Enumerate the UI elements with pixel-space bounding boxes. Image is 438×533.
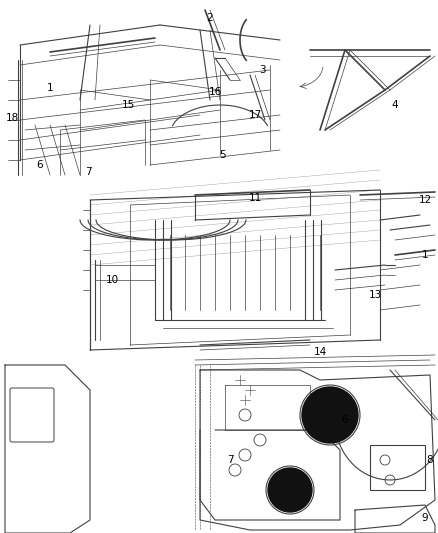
Text: 6: 6 — [37, 160, 43, 170]
Circle shape — [302, 387, 358, 443]
Text: 2: 2 — [207, 13, 213, 23]
Text: 8: 8 — [427, 455, 433, 465]
Text: 6: 6 — [342, 415, 348, 425]
Text: 1: 1 — [422, 250, 428, 260]
Text: 18: 18 — [5, 113, 19, 123]
Text: 1: 1 — [47, 83, 53, 93]
Text: 15: 15 — [121, 100, 134, 110]
Text: 12: 12 — [418, 195, 431, 205]
Text: 14: 14 — [313, 347, 327, 357]
Text: 3: 3 — [259, 65, 265, 75]
Text: 16: 16 — [208, 87, 222, 97]
Circle shape — [268, 468, 312, 512]
Text: 7: 7 — [227, 455, 233, 465]
Text: 7: 7 — [85, 167, 91, 177]
Text: 10: 10 — [106, 275, 119, 285]
Text: 9: 9 — [422, 513, 428, 523]
Text: 11: 11 — [248, 193, 261, 203]
Text: 17: 17 — [248, 110, 261, 120]
Text: 13: 13 — [368, 290, 381, 300]
Text: 5: 5 — [219, 150, 225, 160]
Bar — [370, 445, 425, 490]
Text: 4: 4 — [392, 100, 398, 110]
